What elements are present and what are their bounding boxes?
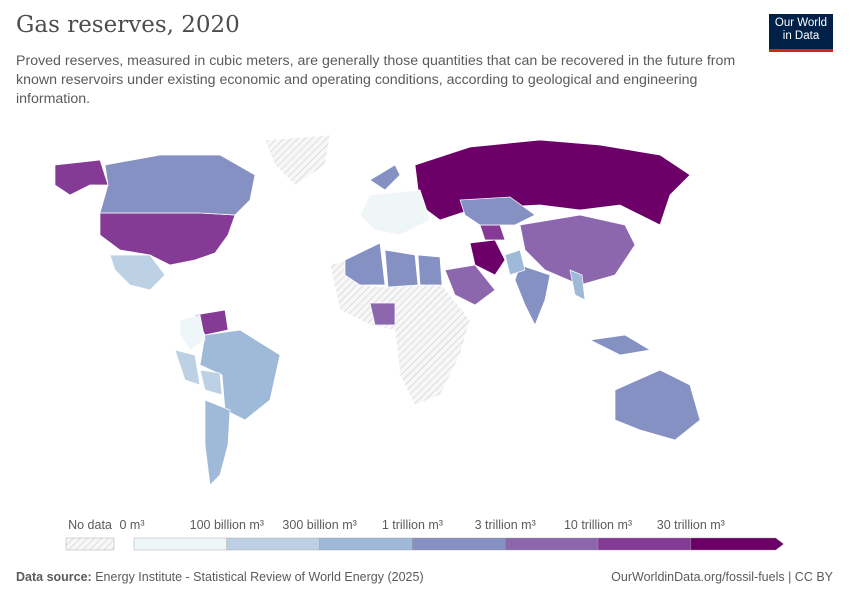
country-colombia[interactable] [179, 314, 206, 351]
legend-no-data-label: No data [68, 518, 112, 532]
country-norway[interactable] [369, 164, 401, 191]
country-greenland[interactable] [264, 134, 331, 186]
legend-label: 300 billion m³ [282, 518, 357, 532]
country-argentina[interactable] [204, 399, 231, 486]
source-link[interactable]: OurWorldinData.org/fossil-fuels | CC BY [611, 570, 833, 584]
country-egypt[interactable] [417, 254, 443, 286]
legend-bin[interactable] [690, 537, 784, 551]
legend-bin[interactable] [133, 537, 228, 551]
country-saudi-arabia[interactable] [444, 264, 496, 306]
country-indonesia[interactable] [588, 334, 651, 356]
legend-label: 0 m³ [119, 518, 145, 532]
country-mexico[interactable] [109, 254, 166, 291]
legend-label: 100 billion m³ [189, 518, 264, 532]
world-map [54, 134, 701, 486]
country-turkmenistan[interactable] [479, 224, 506, 241]
page-subtitle: Proved reserves, measured in cubic meter… [16, 53, 736, 107]
color-legend: No data 0 m³ 100 billion m³ 300 billion m³… [0, 512, 850, 552]
country-myanmar[interactable] [569, 269, 586, 301]
source-text: Energy Institute - Statistical Review of… [95, 570, 424, 584]
country-peru[interactable] [174, 349, 201, 386]
legend-bin[interactable] [412, 537, 506, 551]
legend-label: 1 trillion m³ [381, 518, 443, 532]
page-title: Gas reserves, 2020 [16, 12, 240, 38]
country-kazakhstan[interactable] [459, 196, 536, 226]
source-label: Data source: [16, 570, 92, 584]
country-alaska[interactable] [54, 159, 109, 196]
data-source: Data source: Energy Institute - Statisti… [16, 570, 424, 584]
country-canada[interactable] [99, 154, 256, 216]
owid-logo[interactable]: Our World in Data [769, 14, 833, 52]
country-australia[interactable] [614, 369, 701, 441]
legend-bin[interactable] [319, 537, 413, 551]
legend-bin[interactable] [226, 537, 320, 551]
country-bolivia[interactable] [199, 369, 223, 396]
country-india[interactable] [514, 264, 551, 326]
legend-label: 10 trillion m³ [563, 518, 633, 532]
country-nigeria[interactable] [369, 302, 396, 326]
country-europe[interactable] [359, 189, 431, 236]
legend-bin[interactable] [597, 537, 692, 551]
legend-bin[interactable] [505, 537, 599, 551]
country-pakistan[interactable] [504, 249, 526, 276]
country-china[interactable] [519, 214, 636, 286]
country-algeria[interactable] [344, 242, 386, 286]
legend-label: 30 trillion m³ [656, 518, 725, 532]
legend-no-data-swatch [65, 537, 115, 551]
country-brazil[interactable] [199, 329, 281, 421]
country-iran[interactable] [469, 239, 506, 276]
legend-label: 3 trillion m³ [474, 518, 536, 532]
country-libya[interactable] [384, 249, 419, 288]
country-russia[interactable] [414, 139, 691, 226]
